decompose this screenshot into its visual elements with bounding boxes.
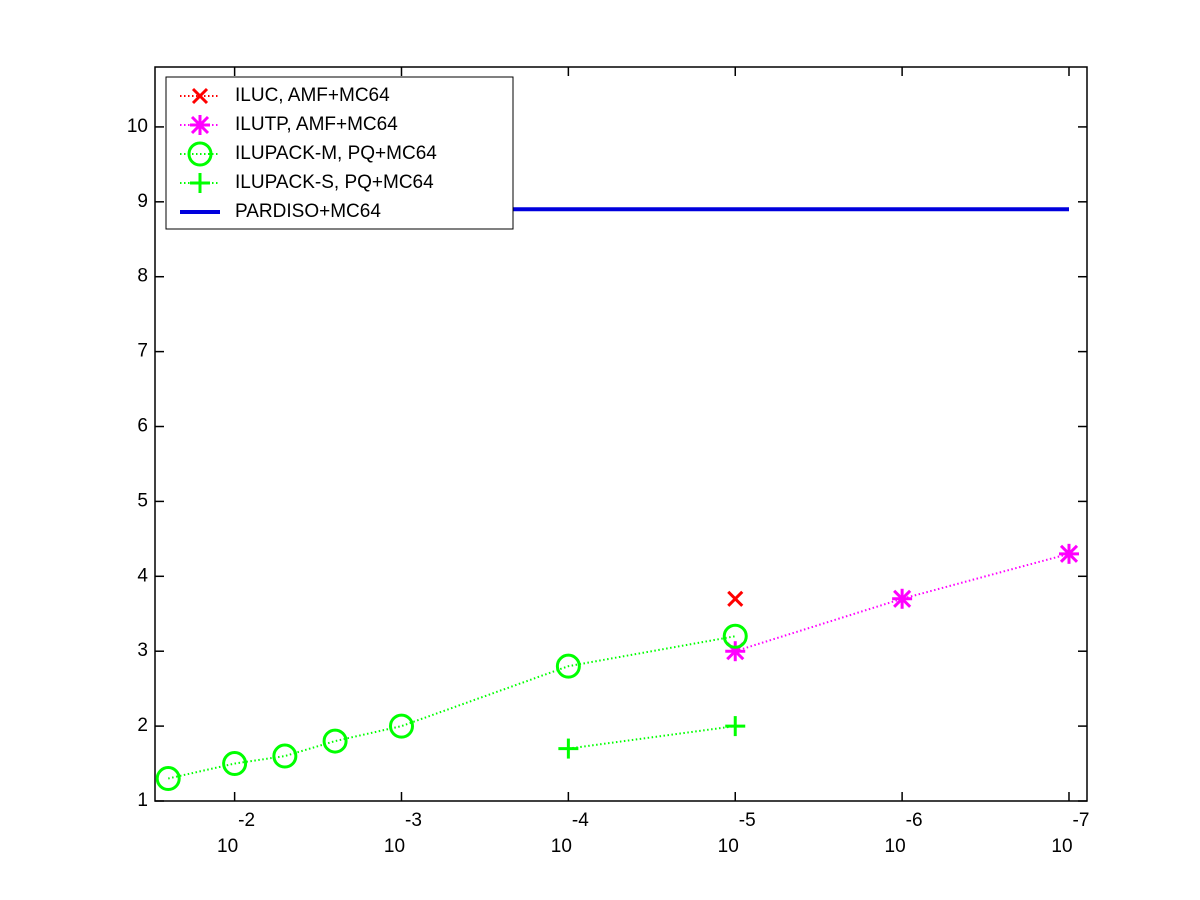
- x-tick-label: 10: [551, 836, 572, 857]
- legend-label: PARDISO+MC64: [235, 201, 381, 222]
- marker-stroke: [893, 589, 912, 608]
- marker-stroke: [190, 115, 210, 135]
- marker: [190, 173, 210, 193]
- series-line: [167, 635, 736, 780]
- marker: [558, 738, 579, 759]
- marker: [187, 141, 213, 167]
- marker: [555, 653, 581, 679]
- x-tick-label: 10: [384, 836, 405, 857]
- marker: [190, 115, 210, 135]
- marker: [727, 590, 744, 607]
- marker-stroke: [727, 590, 744, 607]
- x-tick-label: 10: [718, 836, 739, 857]
- marker-circle: [187, 141, 213, 167]
- y-tick-label: 9: [137, 191, 148, 212]
- y-tick-label: 3: [137, 640, 148, 661]
- marker-stroke: [191, 87, 209, 105]
- y-tick-label: 6: [137, 416, 148, 437]
- y-tick-label: 2: [137, 715, 148, 736]
- marker-circle: [155, 766, 181, 792]
- legend-label: ILUTP, AMF+MC64: [235, 114, 398, 135]
- plot-area: [154, 66, 1088, 802]
- x-tick-exponent: -5: [739, 810, 756, 831]
- marker: [272, 743, 298, 769]
- marker: [722, 623, 748, 649]
- marker-circle: [555, 653, 581, 679]
- x-tick-exponent: -3: [405, 810, 422, 831]
- marker: [222, 751, 248, 777]
- marker: [388, 713, 414, 739]
- x-tick-exponent: -7: [1073, 810, 1090, 831]
- legend-label: ILUPACK-M, PQ+MC64: [235, 143, 437, 164]
- y-tick-label: 8: [137, 266, 148, 287]
- marker: [322, 728, 348, 754]
- x-tick-exponent: -2: [238, 810, 255, 831]
- marker: [725, 716, 746, 737]
- marker-circle: [272, 743, 298, 769]
- marker: [155, 766, 181, 792]
- series-line: [568, 725, 736, 750]
- x-tick-exponent: -4: [572, 810, 589, 831]
- marker-circle: [388, 713, 414, 739]
- marker-circle: [222, 751, 248, 777]
- y-tick-label: 4: [137, 565, 148, 586]
- y-tick-label: 5: [137, 490, 148, 511]
- y-tick-label: 1: [137, 790, 148, 811]
- x-tick-label: 10: [217, 836, 238, 857]
- x-tick-label: 10: [885, 836, 906, 857]
- marker: [191, 87, 209, 105]
- marker: [1058, 543, 1079, 564]
- marker-stroke: [1059, 544, 1079, 563]
- legend-box: [165, 76, 514, 230]
- legend-label: ILUPACK-S, PQ+MC64: [235, 172, 434, 193]
- y-tick-label: 10: [127, 116, 148, 137]
- legend-label: ILUC, AMF+MC64: [235, 85, 390, 106]
- y-tick-label: 7: [137, 341, 148, 362]
- x-tick-label: 10: [1051, 836, 1072, 857]
- marker: [892, 588, 913, 609]
- x-tick-exponent: -6: [906, 810, 923, 831]
- marker-circle: [322, 728, 348, 754]
- marker-circle: [722, 623, 748, 649]
